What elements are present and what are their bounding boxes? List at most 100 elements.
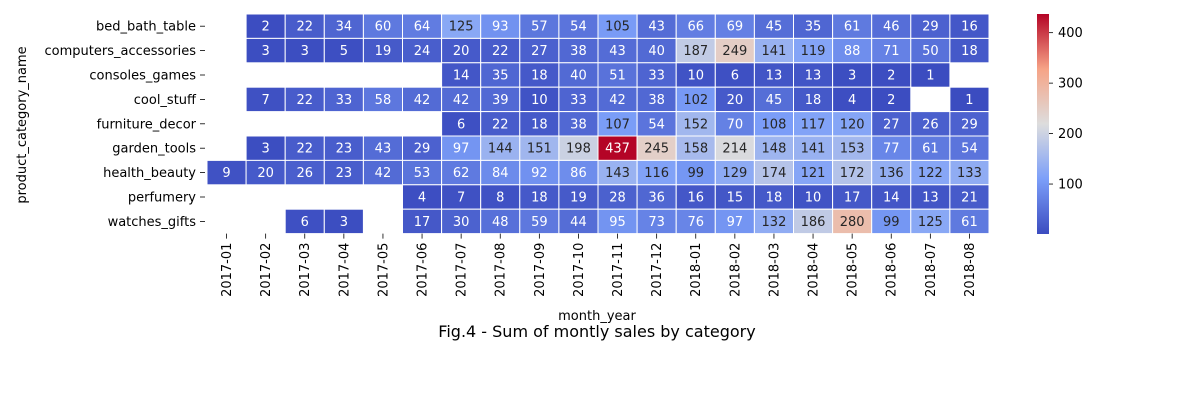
- x-tick-label: 2018-07: [924, 243, 939, 297]
- x-tick-label: 2017-07: [455, 243, 470, 297]
- heatmap-cell: [871, 86, 912, 113]
- cell-value-label: 40: [648, 44, 665, 59]
- cell-value-label: 35: [805, 20, 822, 35]
- heatmap-cell: [753, 62, 795, 88]
- cell-value-label: 129: [722, 166, 747, 181]
- cell-value-label: 186: [801, 215, 826, 230]
- colorbar-ticks: 100 200 300 400: [1049, 26, 1083, 193]
- cell-value-label: 77: [883, 142, 900, 157]
- cell-value-label: 57: [531, 20, 548, 35]
- cell-value-label: 119: [801, 44, 826, 59]
- heatmap-cell: [949, 135, 990, 161]
- cell-value-label: 33: [648, 69, 665, 84]
- heatmap-cell: [519, 37, 560, 64]
- x-axis-label: month_year: [558, 309, 636, 324]
- heatmap-cell: [675, 159, 716, 186]
- heatmap-cell: [910, 37, 951, 64]
- cell-value-label: 116: [644, 166, 669, 181]
- cell-value-label: 69: [727, 20, 744, 35]
- heatmap-cell: [675, 111, 716, 137]
- cell-value-label: 120: [840, 117, 865, 132]
- heatmap-cell: [558, 184, 599, 210]
- heatmap-cell: [402, 184, 443, 210]
- cell-value-label: 93: [492, 20, 509, 35]
- cell-value-label: 61: [844, 20, 861, 35]
- cell-value-label: 174: [762, 166, 787, 181]
- heatmap-cell: [793, 86, 834, 113]
- cell-value-label: 245: [644, 142, 669, 157]
- heatmap-cell: [402, 159, 443, 186]
- heatmap-cell: [832, 13, 873, 39]
- cell-value-label: 97: [727, 215, 744, 230]
- cell-value-label: 30: [453, 215, 470, 230]
- cell-value-label: 3: [262, 142, 270, 157]
- cell-value-label: 71: [883, 44, 900, 59]
- x-tick-label: 2018-08: [963, 243, 978, 297]
- cell-value-label: 43: [609, 44, 626, 59]
- cell-value-label: 61: [922, 142, 939, 157]
- heatmap-cell: [714, 184, 755, 210]
- cell-value-label: 42: [609, 93, 626, 108]
- cell-value-label: 46: [883, 20, 900, 35]
- x-tick-label: 2017-02: [259, 243, 274, 297]
- heatmap-cell: [597, 37, 638, 64]
- cell-value-label: 54: [570, 20, 587, 35]
- y-tick-labels: bed_bath_table computers_accessoriesconso…: [45, 20, 205, 230]
- heatmap-cell: [597, 86, 638, 113]
- cell-value-label: 105: [605, 20, 630, 35]
- cell-value-label: 2: [887, 69, 895, 84]
- cell-value-label: 64: [414, 20, 431, 35]
- cell-value-label: 50: [922, 44, 939, 59]
- heatmap-cell: [753, 135, 795, 161]
- cell-value-label: 34: [336, 20, 353, 35]
- x-tick-label: 2017-03: [298, 243, 313, 297]
- cell-value-label: 143: [605, 166, 630, 181]
- cell-value-label: 3: [301, 44, 309, 59]
- heatmap-cell: [675, 208, 716, 235]
- heatmap-cell: [441, 135, 482, 161]
- heatmap-cell: [284, 135, 325, 161]
- cell-value-label: 29: [414, 142, 431, 157]
- cell-value-label: 214: [722, 142, 747, 157]
- cell-value-label: 97: [453, 142, 470, 157]
- heatmap-cell: [949, 208, 990, 235]
- heatmap-cell: [714, 208, 755, 235]
- cell-value-label: 22: [296, 93, 313, 108]
- heatmap-cell: [636, 184, 677, 210]
- x-tick-label: 2017-12: [650, 243, 665, 297]
- cell-value-label: 95: [609, 215, 626, 230]
- cell-value-label: 6: [301, 215, 309, 230]
- x-tick-label: 2017-01: [220, 243, 235, 297]
- heatmap-cell: [362, 37, 403, 64]
- heatmap-cell: [284, 159, 325, 186]
- cell-value-label: 45: [766, 93, 783, 108]
- cell-value-label: 132: [762, 215, 787, 230]
- cell-value-label: 54: [961, 142, 978, 157]
- cell-value-label: 9: [222, 166, 230, 181]
- cell-value-label: 3: [848, 69, 856, 84]
- cell-value-label: 38: [648, 93, 665, 108]
- chart-title: Fig.4 - Sum of montly sales by category: [438, 322, 755, 341]
- cell-value-label: 38: [570, 117, 587, 132]
- heatmap-cell: [362, 135, 403, 161]
- cell-value-label: 10: [687, 69, 704, 84]
- heatmap-cell: [402, 86, 443, 113]
- cell-value-label: 152: [683, 117, 708, 132]
- cell-value-label: 17: [414, 215, 431, 230]
- cell-value-label: 21: [961, 191, 978, 206]
- heatmap-cell: [949, 86, 990, 113]
- cell-value-label: 48: [492, 215, 509, 230]
- heatmap-cell: [871, 13, 912, 39]
- cell-value-label: 24: [414, 44, 431, 59]
- cell-value-label: 59: [531, 215, 548, 230]
- heatmap-cell: [558, 62, 599, 88]
- cell-value-label: 18: [531, 69, 548, 84]
- y-tick-label: furniture_decor: [97, 117, 197, 132]
- cell-value-label: 53: [414, 166, 431, 181]
- x-tick-label: 2017-06: [416, 243, 431, 297]
- cell-value-label: 17: [844, 191, 861, 206]
- heatmap-cell: [597, 13, 638, 39]
- cell-value-label: 38: [570, 44, 587, 59]
- cell-value-label: 42: [414, 93, 431, 108]
- cell-value-label: 10: [531, 93, 548, 108]
